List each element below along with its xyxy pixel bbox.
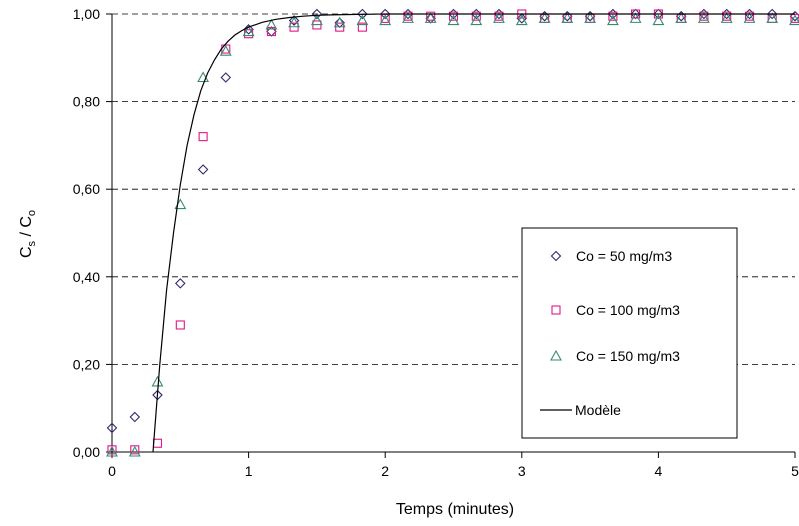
legend-swatch-diamond [550,250,562,262]
point-triangle-25 [675,12,688,23]
point-triangle-1 [128,445,141,457]
point-triangle-28 [743,12,756,23]
point-triangle-6 [242,25,255,37]
x-tick-label-0: 0 [108,463,116,479]
point-triangle-19 [538,12,551,23]
legend-swatch-triangle [550,349,562,361]
point-square-4 [198,132,208,142]
point-triangle-12 [379,14,392,26]
point-triangle-22 [606,14,619,26]
x-tick-label-3: 3 [518,463,526,479]
point-triangle-9 [310,14,323,26]
point-diamond-9 [311,8,323,20]
point-triangle-24 [652,14,665,26]
series-line-model [152,13,795,453]
point-triangle-15 [447,14,460,26]
point-triangle-7 [265,18,278,30]
y-tick-label-0: 0,00 [73,444,100,460]
point-triangle-5 [219,45,232,56]
y-axis-title-main: C [18,246,35,258]
y-axis-title-sub2: o [26,210,38,216]
point-diamond-12 [379,8,391,20]
x-tick-label-4: 4 [655,463,663,479]
point-diamond-3 [175,278,186,289]
legend-label-0: Co = 50 mg/m3 [576,248,672,264]
legend: Co = 50 mg/m3 Co = 100 mg/m3 Co = 150 mg/m… [521,227,738,439]
point-square-11 [357,22,367,32]
point-triangle-11 [356,14,369,26]
y-axis-title-sub1: s [26,240,38,246]
y-tick-label-3: 0,60 [73,181,100,197]
legend-label-2: Co = 150 mg/m3 [576,348,680,364]
point-triangle-26 [697,12,710,23]
point-triangle-18 [515,14,528,26]
point-square-1 [130,445,140,455]
tick-labels: 0,00 0,20 0,40 0,60 0,80 1,00 0 1 2 3 4 5 [73,6,799,479]
point-diamond-6 [243,24,254,35]
legend-box [521,227,738,439]
point-square-3 [175,320,185,330]
point-diamond-4 [197,164,209,175]
point-square-2 [152,438,163,448]
y-tick-label-5: 1,00 [73,6,100,22]
point-triangle-29 [766,12,779,23]
x-tick-label-2: 2 [381,463,389,479]
series-layer [106,8,799,457]
point-triangle-27 [720,12,733,23]
point-triangle-16 [470,14,483,26]
y-axis-title-sep: / C [18,216,35,241]
point-square-27 [722,11,732,21]
point-square-13 [403,11,413,21]
point-square-15 [448,11,459,21]
point-triangle-30 [789,14,799,26]
point-square-14 [426,11,436,21]
point-square-7 [266,26,276,37]
point-diamond-7 [266,26,277,37]
point-square-28 [744,11,755,21]
y-tick-label-2: 0,40 [73,269,100,285]
point-square-26 [699,11,709,21]
point-diamond-8 [288,15,300,26]
point-triangle-0 [106,445,118,457]
point-square-16 [471,11,481,21]
y-tick-label-4: 0,80 [73,94,100,110]
point-square-17 [494,11,504,21]
point-diamond-0 [106,422,118,434]
legend-label-3: Modèle [575,402,621,418]
point-diamond-18 [516,13,528,24]
y-axis-title: Cs / Co [18,210,38,258]
point-triangle-13 [402,12,414,23]
point-diamond-29 [766,8,778,20]
point-triangle-23 [629,12,642,23]
point-triangle-14 [424,12,437,23]
axes [106,13,796,458]
x-tick-label-1: 1 [245,463,253,479]
point-triangle-21 [584,12,597,23]
point-triangle-2 [151,375,164,387]
legend-label-1: Co = 100 mg/m3 [576,302,680,318]
x-tick-label-5: 5 [791,463,799,479]
point-triangle-17 [493,12,505,23]
point-square-0 [107,445,117,455]
point-triangle-10 [333,16,346,28]
point-triangle-20 [561,12,574,23]
y-tick-label-1: 0,20 [73,356,100,372]
x-axis-title: Temps (minutes) [396,501,514,518]
point-square-22 [608,11,618,21]
point-diamond-11 [357,8,368,20]
point-diamond-5 [220,72,232,83]
legend-swatch-square [551,305,561,315]
point-triangle-8 [288,16,301,28]
point-diamond-1 [129,411,141,423]
